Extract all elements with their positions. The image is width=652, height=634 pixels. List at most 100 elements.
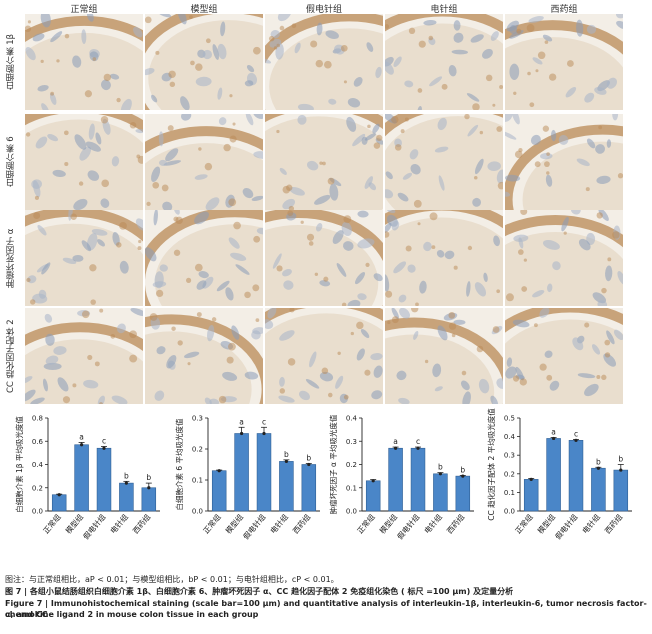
significance-label: b — [618, 455, 623, 464]
y-tick-label: 0.0 — [504, 508, 515, 516]
x-tick-label: 假电针组 — [81, 511, 108, 541]
significance-label: a — [239, 417, 244, 426]
y-tick-label: 0.0 — [192, 508, 203, 516]
micrograph-r2-c4 — [385, 114, 503, 210]
y-tick-label: 0.2 — [32, 484, 43, 492]
row-header-tnfa: 肿瘤坏死因子 α — [6, 228, 16, 288]
figure-caption-cn: 图 7 | 各组小鼠结肠组织白细胞介素 1β、白细胞介素 6、肿瘤坏死因子 α、… — [5, 587, 514, 596]
micrograph-image — [385, 14, 503, 110]
row-header-ccl2: CC 趋化因子配体 2 — [6, 319, 16, 393]
significance-label: c — [262, 417, 266, 426]
data-point — [596, 466, 600, 470]
micrograph-r3-c2 — [145, 210, 263, 306]
data-point — [284, 459, 288, 463]
bar — [141, 487, 157, 512]
micrograph-r2-c1 — [25, 114, 143, 210]
data-point — [240, 431, 244, 436]
micrograph-image — [145, 114, 263, 210]
micrograph-r1-c1 — [25, 14, 143, 110]
bar — [119, 482, 134, 512]
data-point — [552, 436, 556, 441]
y-tick-label: 0.0 — [346, 508, 357, 516]
data-point — [619, 468, 623, 472]
column-header-model: 模型组 — [190, 5, 218, 15]
data-point — [217, 469, 221, 473]
y-tick-label: 0.2 — [504, 470, 515, 478]
x-tick-label: 电针组 — [422, 511, 444, 535]
micrograph-r3-c5 — [505, 210, 623, 306]
data-point — [147, 486, 151, 490]
micrograph-image — [265, 308, 383, 404]
chart-il1b: 0.0 0.2 0.4 0.6 0.8 白细胞介素 1β 平均吸光度值 正常组 a 模型组 c 假电… — [8, 408, 166, 573]
significance-label: c — [416, 437, 420, 446]
bar — [591, 467, 606, 512]
y-tick-label: 0.2 — [346, 461, 357, 469]
bar — [51, 494, 67, 512]
data-point — [529, 477, 533, 481]
y-tick-label: 0.3 — [192, 415, 203, 423]
data-point — [461, 474, 465, 478]
bar — [433, 473, 448, 512]
x-tick-label: 西药组 — [602, 511, 624, 535]
bar — [410, 447, 426, 512]
micrograph-r1-c5 — [505, 14, 623, 110]
x-tick-label: 电针组 — [580, 511, 602, 535]
data-point — [574, 438, 578, 442]
row-header-il1b: 白细胞介素 1β — [6, 33, 16, 91]
micrograph-r2-c5 — [505, 114, 623, 210]
micrograph-r1-c2 — [145, 14, 263, 110]
figure-caption-en-2: chemokine ligand 2 in mouse colon tissue… — [5, 610, 259, 619]
micrograph-r2-c2 — [145, 114, 263, 210]
micrograph-image — [505, 14, 623, 110]
data-point — [371, 479, 375, 483]
significance-label: b — [306, 454, 311, 463]
data-point — [80, 443, 84, 447]
micrograph-image — [505, 308, 623, 404]
bar — [546, 438, 561, 512]
micrograph-image — [385, 114, 503, 210]
y-tick-label: 0.0 — [32, 508, 43, 516]
bar — [211, 470, 227, 512]
y-axis-label: 白细胞介素 1β 平均吸光度值 — [14, 416, 24, 513]
micrograph-image — [505, 210, 623, 306]
significance-label: a — [551, 428, 556, 437]
bar — [523, 479, 539, 512]
data-point — [262, 431, 266, 436]
x-tick-label: 假电针组 — [553, 511, 580, 541]
data-point — [394, 446, 398, 450]
y-axis-label: CC 趋化因子配体 2 平均吸光度值 — [486, 408, 496, 521]
micrograph-r4-c4 — [385, 308, 503, 404]
micrograph-r1-c3 — [265, 14, 383, 110]
data-point — [102, 446, 106, 450]
x-tick-label: 正常组 — [41, 511, 63, 535]
x-tick-label: 模型组 — [63, 511, 85, 535]
significance-label: a — [393, 437, 398, 446]
significance-label: b — [146, 473, 151, 482]
y-tick-label: 0.8 — [32, 415, 43, 423]
column-header-ea: 电针组 — [430, 5, 458, 15]
x-tick-label: 模型组 — [223, 511, 245, 535]
micrograph-image — [25, 308, 143, 404]
significance-label: b — [460, 465, 465, 474]
bar — [613, 469, 629, 512]
y-tick-label: 0.4 — [504, 433, 516, 441]
micrograph-image — [145, 14, 263, 110]
x-tick-label: 正常组 — [513, 511, 535, 535]
bar — [74, 444, 89, 512]
y-tick-label: 0.1 — [346, 484, 357, 492]
y-tick-label: 0.3 — [346, 438, 357, 446]
y-tick-label: 0.6 — [32, 438, 44, 446]
data-point — [438, 472, 442, 476]
micrograph-image — [145, 308, 263, 404]
bar — [365, 480, 381, 512]
y-tick-label: 0.3 — [504, 452, 515, 460]
y-axis-label: 肿瘤坏死因子 α 平均吸光度值 — [328, 414, 338, 514]
micrograph-r3-c1 — [25, 210, 143, 306]
figure-caption-en-1: Figure 7 | Immunohistochemical staining … — [5, 599, 647, 619]
x-tick-label: 西药组 — [130, 511, 152, 535]
micrograph-r4-c5 — [505, 308, 623, 404]
micrograph-image — [505, 114, 623, 210]
y-tick-label: 0.1 — [192, 477, 203, 485]
significance-label: b — [596, 457, 601, 466]
micrograph-r4-c2 — [145, 308, 263, 404]
